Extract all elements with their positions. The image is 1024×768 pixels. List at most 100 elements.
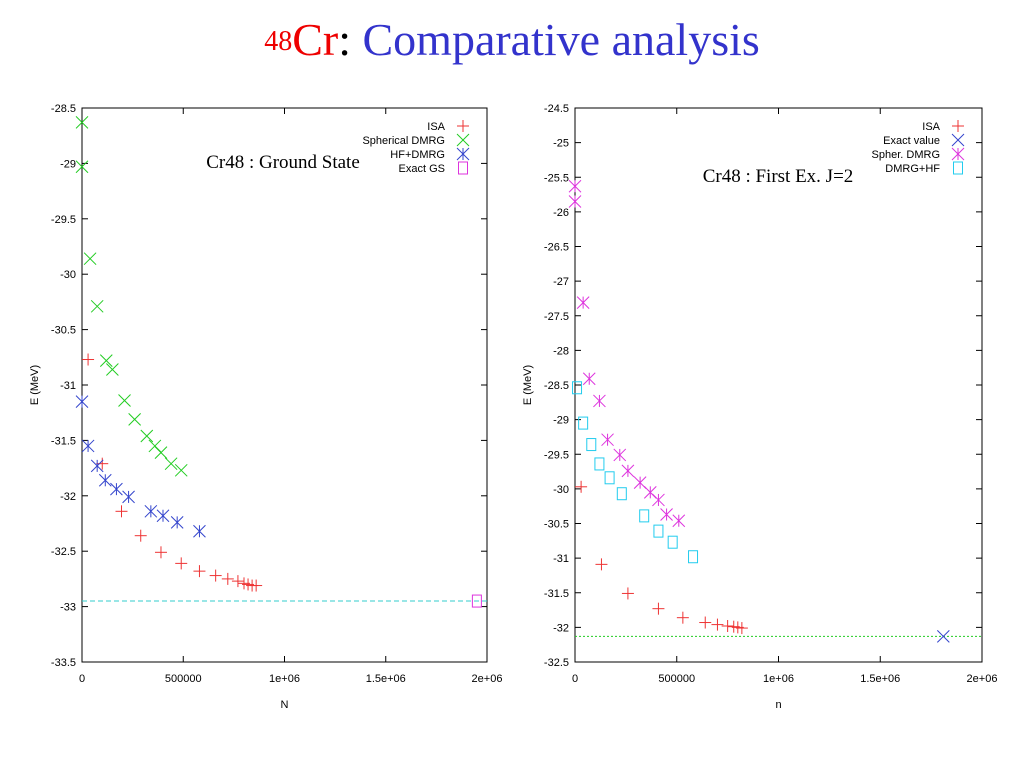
legend-marker [951, 147, 965, 161]
data-point [144, 504, 158, 518]
legend-label: DMRG+HF [885, 163, 940, 175]
data-point [106, 363, 119, 376]
legend-label: Spherical DMRG [362, 135, 445, 147]
x-tick-label: 500000 [658, 673, 695, 685]
y-tick-label: -30 [60, 269, 76, 281]
data-point [594, 457, 605, 471]
y-tick-label: -31.5 [544, 588, 569, 600]
data-point [154, 446, 168, 459]
legend-label: HF+DMRG [390, 149, 445, 161]
series-isa [575, 480, 748, 635]
y-tick-label: -30.5 [51, 325, 76, 337]
data-point [83, 252, 97, 266]
y-tick-label: -33 [60, 602, 76, 614]
y-tick-label: -31.5 [51, 435, 76, 447]
y-axis-label: E (MeV) [29, 365, 41, 405]
legend-marker [952, 120, 964, 132]
data-point [231, 575, 244, 588]
data-point [75, 160, 89, 174]
chart-2: -24.5 -25 -25.5 -26 -26.5 -27 -27.5 -28 -28.5 -29… [522, 103, 997, 711]
y-tick-label: -33.5 [51, 657, 76, 669]
y-tick-label: -28 [553, 345, 569, 357]
data-point [721, 619, 734, 632]
plot-frame [81, 107, 488, 663]
y-tick-label: -29 [60, 158, 76, 170]
x-tick-label: 1e+06 [763, 673, 794, 685]
data-point [616, 487, 627, 501]
data-point [601, 433, 614, 447]
legend-marker [456, 133, 470, 147]
data-point [99, 354, 113, 367]
series-hf-dmrg [75, 395, 206, 538]
y-tick-label: -25.5 [544, 172, 569, 184]
data-point [568, 179, 582, 193]
y-tick-label: -28.5 [544, 380, 569, 392]
data-point [75, 395, 89, 408]
data-point [576, 296, 590, 309]
data-point [128, 412, 142, 426]
data-point [660, 508, 673, 521]
y-tick-label: -31 [553, 553, 569, 565]
data-point [82, 353, 95, 366]
plot-frame [574, 107, 983, 663]
data-point [96, 457, 109, 470]
data-point [164, 457, 178, 471]
x-tick-label: 0 [572, 673, 578, 685]
y-tick-label: -29.5 [51, 214, 76, 226]
data-point [193, 565, 206, 578]
x-tick-label: 2e+06 [472, 673, 503, 685]
data-point [154, 546, 167, 559]
legend-marker [951, 133, 965, 147]
data-point [221, 572, 234, 585]
data-point [115, 505, 128, 518]
x-tick-label: 500000 [165, 673, 202, 685]
data-point [652, 493, 665, 507]
data-point [209, 569, 222, 582]
series-dmrg-hf [572, 381, 699, 564]
y-tick-label: -28.5 [51, 103, 76, 115]
data-point [90, 459, 104, 473]
series-spher-dmrg [568, 179, 686, 528]
legend-marker [953, 161, 963, 175]
data-point [170, 516, 184, 529]
y-tick-label: -29.5 [544, 449, 569, 461]
data-point [621, 587, 634, 600]
series-exact-value [936, 630, 950, 643]
data-point [593, 394, 606, 408]
title-mass-number: 48 [264, 26, 293, 57]
data-point [586, 438, 597, 452]
data-point [936, 630, 950, 643]
y-tick-label: -26.5 [544, 242, 569, 254]
data-point [193, 524, 206, 538]
data-point [652, 602, 665, 615]
legend-label: Spher. DMRG [872, 149, 940, 161]
x-tick-label: 2e+06 [967, 673, 998, 685]
data-point [75, 116, 89, 129]
x-axis-label: n [775, 699, 781, 711]
data-point [613, 448, 627, 462]
title-colon: : [338, 14, 351, 65]
data-point [735, 622, 748, 635]
y-axis-label: E (MeV) [522, 365, 534, 405]
data-point [175, 557, 188, 570]
data-point [699, 616, 712, 629]
legend-marker [458, 161, 468, 175]
data-point [572, 381, 583, 395]
y-tick-label: -32.5 [544, 657, 569, 669]
y-tick-label: -32 [60, 491, 76, 503]
data-point [568, 195, 582, 208]
data-point [122, 490, 135, 504]
x-tick-label: 1.5e+06 [860, 673, 900, 685]
title-text: Comparative analysis [362, 14, 760, 65]
data-point [676, 611, 689, 624]
y-tick-label: -31 [60, 380, 76, 392]
data-point [134, 529, 147, 542]
data-point [118, 394, 131, 407]
y-tick-label: -32.5 [51, 546, 76, 558]
data-point [575, 480, 588, 493]
data-point [140, 429, 154, 443]
data-point [578, 416, 589, 430]
data-point [156, 509, 170, 523]
data-point [582, 372, 596, 386]
chart-1: -28.5 -29 -29.5 -30 -30.5 -31 -31.5 -32 -32.5 -33… [29, 103, 502, 711]
